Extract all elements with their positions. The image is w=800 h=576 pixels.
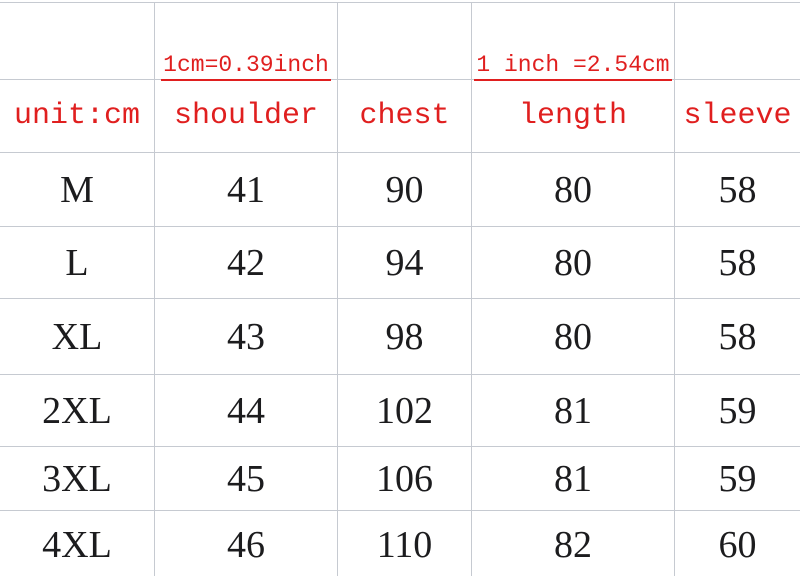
cell-size: 2XL (0, 375, 155, 447)
header-length: length (472, 80, 675, 153)
cell-size: 4XL (0, 511, 155, 576)
cell-shoulder: 43 (155, 299, 338, 375)
cell-sleeve: 58 (675, 227, 800, 299)
cell-sleeve: 58 (675, 299, 800, 375)
header-sleeve: sleeve (675, 80, 800, 153)
conversion-inch-note: 1 inch =2.54cm (474, 52, 672, 81)
cell-chest: 106 (338, 447, 472, 511)
cell-size: XL (0, 299, 155, 375)
cell-length: 81 (472, 375, 675, 447)
cell-chest: 94 (338, 227, 472, 299)
cell-shoulder: 44 (155, 375, 338, 447)
header-chest: chest (338, 80, 472, 153)
cell-shoulder: 45 (155, 447, 338, 511)
cell-shoulder: 42 (155, 227, 338, 299)
cell-chest: 102 (338, 375, 472, 447)
cell-length: 81 (472, 447, 675, 511)
cell-sleeve: 59 (675, 375, 800, 447)
cell-size: M (0, 153, 155, 227)
cell-shoulder: 41 (155, 153, 338, 227)
cell-shoulder: 46 (155, 511, 338, 576)
spacer-cell (675, 2, 800, 80)
header-unit-cm: unit:cm (0, 80, 155, 153)
cell-sleeve: 60 (718, 523, 757, 566)
cell-size: L (0, 227, 155, 299)
conversion-cm-note: 1cm=0.39inch (161, 52, 331, 81)
header-shoulder: shoulder (155, 80, 338, 153)
cell-length: 80 (472, 153, 675, 227)
cell-chest: 110 (338, 511, 472, 576)
table-top-border (0, 2, 800, 3)
spacer-cell (338, 2, 472, 80)
cell-chest: 90 (338, 153, 472, 227)
spacer-cell (0, 2, 155, 80)
cell-chest: 98 (338, 299, 472, 375)
cell-sleeve: 59 (675, 447, 800, 511)
cell-length: 80 (472, 299, 675, 375)
cell-length: 82 (472, 511, 675, 576)
cell-size: 3XL (0, 447, 155, 511)
conversion-cell-cm: 1cm=0.39inch (155, 2, 338, 81)
cell-length: 80 (472, 227, 675, 299)
conversion-cell-inch: 1 inch =2.54cm (472, 2, 675, 81)
cell-sleeve: 58 (675, 153, 800, 227)
